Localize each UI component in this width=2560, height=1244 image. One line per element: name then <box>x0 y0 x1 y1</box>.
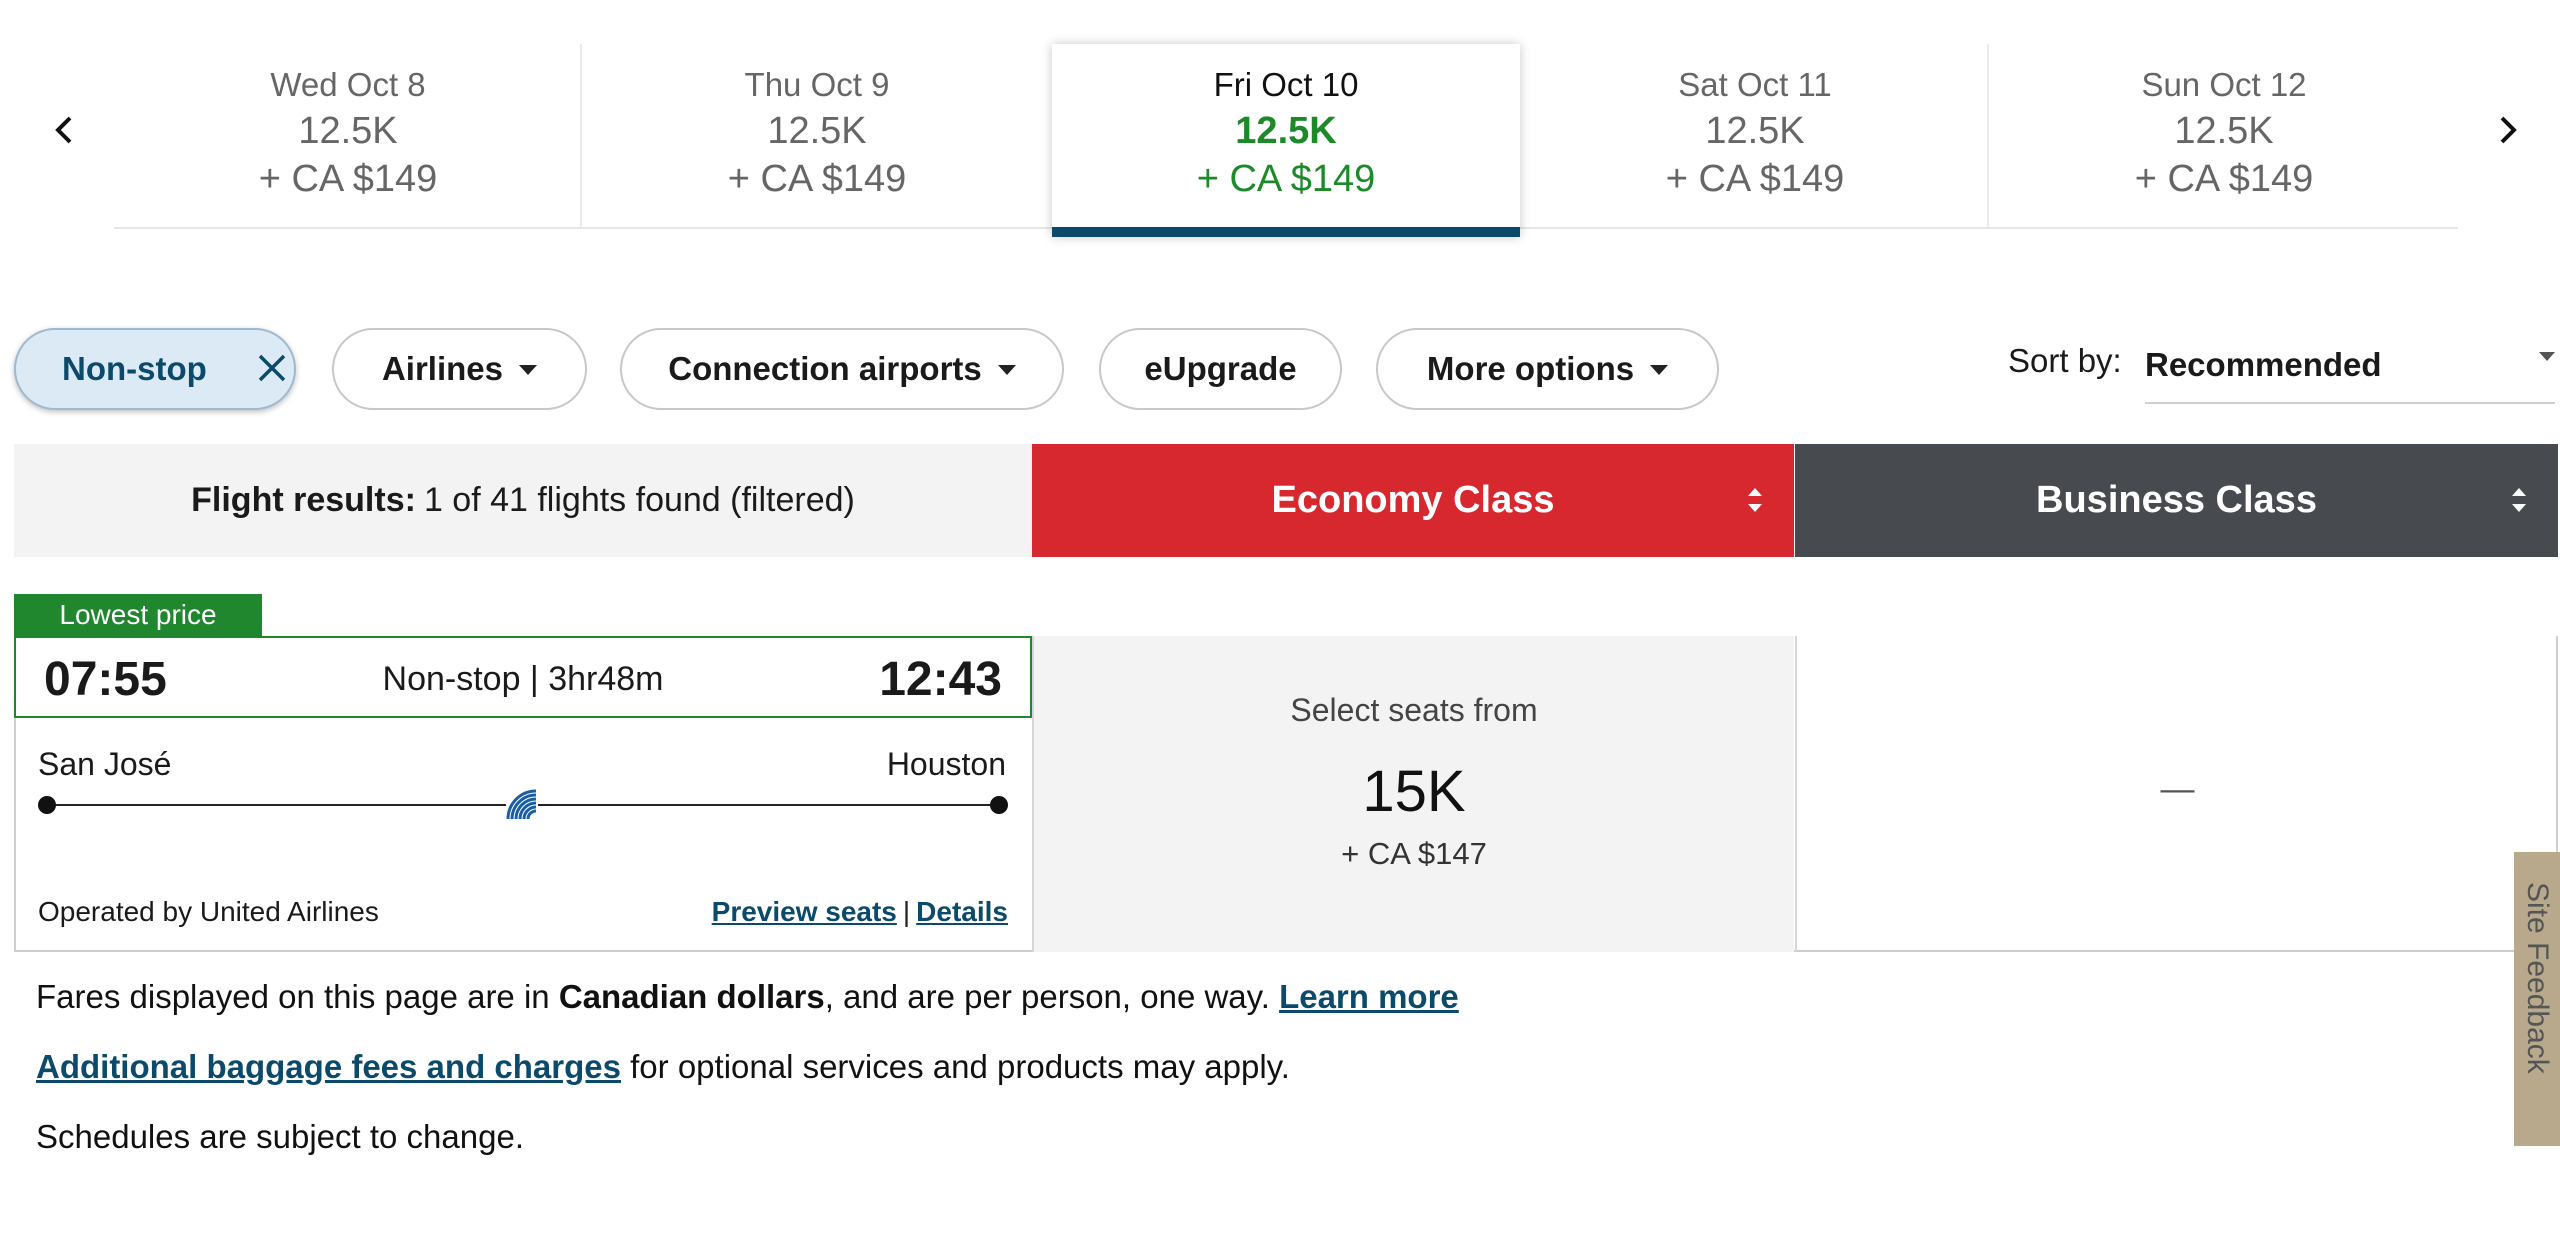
date-price: + CA $149 <box>727 158 907 200</box>
destination-dot <box>990 796 1008 814</box>
date-miles: 12.5K <box>1235 110 1337 152</box>
date-price: + CA $149 <box>2134 158 2314 200</box>
selected-indicator <box>1052 227 1520 237</box>
date-miles: 12.5K <box>767 110 867 152</box>
more-options-filter-button[interactable]: More options <box>1376 328 1719 410</box>
date-label: Wed Oct 8 <box>270 66 426 103</box>
date-option-sun-oct-12[interactable]: Sun Oct 12 12.5K + CA $149 <box>1990 44 2458 227</box>
link-separator: | <box>902 896 911 927</box>
sort-value: Recommended <box>2145 346 2382 383</box>
stops-duration: Non-stop | 3hr48m <box>382 660 664 698</box>
caret-down-icon <box>2539 352 2555 361</box>
date-strip: Wed Oct 8 12.5K + CA $149 Thu Oct 9 12.5… <box>114 44 2458 237</box>
economy-class-column-header[interactable]: Economy Class <box>1032 444 1794 557</box>
eupgrade-filter-button[interactable]: eUpgrade <box>1099 328 1342 410</box>
currency-note-suffix: , and are per person, one way. <box>824 978 1280 1015</box>
sort-arrows-icon <box>2512 488 2526 512</box>
date-carousel: Wed Oct 8 12.5K + CA $149 Thu Oct 9 12.5… <box>0 0 2560 240</box>
baggage-fees-link[interactable]: Additional baggage fees and charges <box>36 1048 621 1085</box>
currency-note: Fares displayed on this page are in Cana… <box>36 978 1459 1016</box>
economy-price: + CA $147 <box>1341 836 1487 871</box>
date-price: + CA $149 <box>1196 158 1376 200</box>
operated-by: Operated by United Airlines <box>38 896 379 927</box>
caret-down-icon <box>519 365 538 375</box>
origin-city: San José <box>38 746 172 782</box>
flight-results-summary: Flight results: 1 of 41 flights found (f… <box>14 444 1032 557</box>
sort-arrows-icon <box>1748 488 1762 512</box>
business-class-label: Business Class <box>2036 479 2317 521</box>
connection-airports-filter-button[interactable]: Connection airports <box>620 328 1064 410</box>
airlines-filter-label: Airlines <box>381 350 504 387</box>
business-fare-cell: — <box>1795 636 2558 952</box>
site-feedback-tab[interactable]: Site Feedback <box>2514 852 2560 1146</box>
learn-more-link[interactable]: Learn more <box>1279 978 1459 1015</box>
currency-name: Canadian dollars <box>558 978 825 1015</box>
baggage-note-suffix: for optional services and products may a… <box>620 1048 1290 1085</box>
flight-time-row: 07:55 Non-stop | 3hr48m 12:43 <box>14 636 1032 718</box>
schedule-note: Schedules are subject to change. <box>36 1118 524 1155</box>
date-miles: 12.5K <box>2174 110 2274 152</box>
arrival-time: 12:43 <box>879 653 1002 706</box>
nonstop-filter-chip[interactable]: Non-stop <box>14 328 296 410</box>
business-unavailable: — <box>2160 770 2195 808</box>
connection-airports-label: Connection airports <box>668 350 982 387</box>
divider <box>580 44 582 227</box>
date-option-thu-oct-9[interactable]: Thu Oct 9 12.5K + CA $149 <box>583 44 1051 227</box>
economy-fare-cell[interactable]: Select seats from 15K + CA $147 <box>1032 636 1794 952</box>
date-price: + CA $149 <box>1665 158 1845 200</box>
chevron-right-icon[interactable] <box>2488 110 2528 150</box>
date-price: + CA $149 <box>258 158 438 200</box>
date-label: Sun Oct 12 <box>2141 66 2307 103</box>
date-label: Fri Oct 10 <box>1213 66 1359 103</box>
nonstop-filter-label: Non-stop <box>62 350 207 387</box>
date-miles: 12.5K <box>1705 110 1805 152</box>
caret-down-icon <box>997 365 1016 375</box>
economy-miles: 15K <box>1362 759 1466 824</box>
chevron-left-icon[interactable] <box>44 110 84 150</box>
flight-results-count: 1 of 41 flights found (filtered) <box>423 481 855 519</box>
origin-dot <box>38 796 56 814</box>
date-option-wed-oct-8[interactable]: Wed Oct 8 12.5K + CA $149 <box>114 44 582 227</box>
date-option-sat-oct-11[interactable]: Sat Oct 11 12.5K + CA $149 <box>1521 44 1989 227</box>
date-label: Sat Oct 11 <box>1678 66 1832 103</box>
destination-city: Houston <box>886 746 1006 782</box>
date-miles: 12.5K <box>298 110 398 152</box>
baggage-note: Additional baggage fees and charges for … <box>36 1048 1290 1086</box>
date-option-fri-oct-10-selected[interactable]: Fri Oct 10 12.5K + CA $149 <box>1052 44 1520 237</box>
date-label: Thu Oct 9 <box>744 66 890 103</box>
caret-down-icon <box>1650 365 1669 375</box>
airlines-filter-button[interactable]: Airlines <box>332 328 587 410</box>
flight-links: Preview seats | Details <box>700 896 1008 928</box>
economy-class-label: Economy Class <box>1271 479 1555 521</box>
close-icon[interactable] <box>254 350 290 386</box>
divider <box>1987 44 1989 227</box>
sort-label: Sort by: <box>2008 342 2122 379</box>
select-seats-label: Select seats from <box>1290 692 1538 728</box>
sort-select[interactable]: Recommended <box>2145 330 2555 404</box>
more-options-label: More options <box>1426 350 1635 387</box>
business-class-column-header[interactable]: Business Class <box>1795 444 2558 557</box>
flight-results-label: Flight results: <box>191 481 416 519</box>
details-link[interactable]: Details <box>916 896 1008 927</box>
preview-seats-link[interactable]: Preview seats <box>711 896 897 927</box>
united-globe-icon <box>506 789 538 821</box>
currency-note-prefix: Fares displayed on this page are in <box>36 978 559 1015</box>
lowest-price-badge: Lowest price <box>14 594 262 636</box>
site-feedback-label: Site Feedback <box>2521 882 2554 1074</box>
eupgrade-label: eUpgrade <box>1144 350 1297 387</box>
departure-time: 07:55 <box>44 653 167 706</box>
